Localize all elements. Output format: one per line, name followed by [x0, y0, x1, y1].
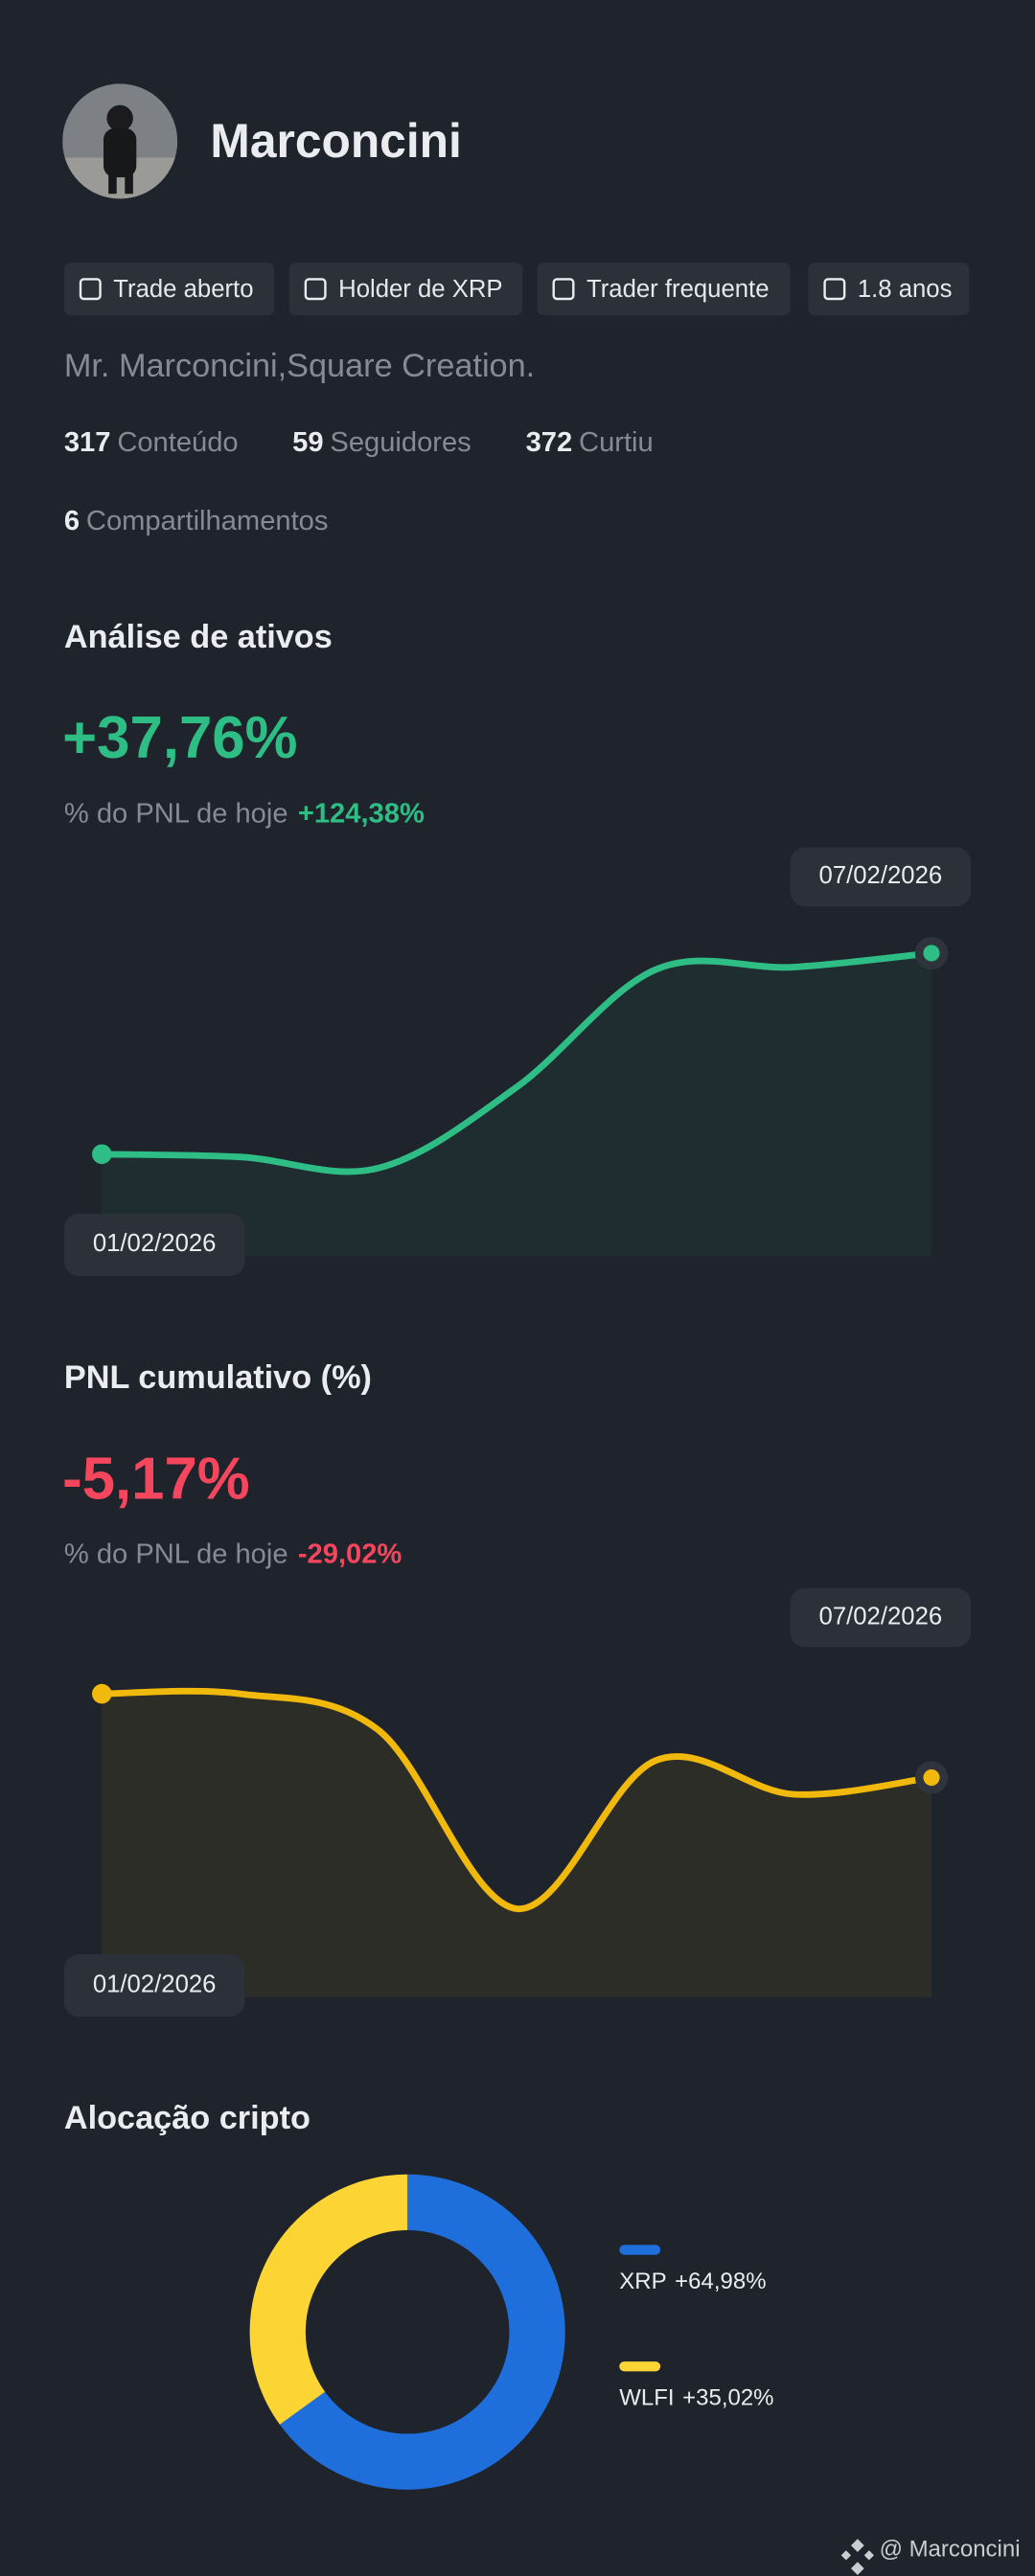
date-box: [790, 1587, 972, 1648]
pnl-note: % do PNL de hoje +124,38%: [64, 798, 425, 829]
tag: Holder de XRP: [288, 262, 523, 316]
tag-box: [63, 262, 275, 316]
stat-value: 59: [292, 427, 323, 458]
tag-icon: [823, 278, 846, 301]
footer-handle: @ Marconcini: [880, 2537, 1021, 2563]
x-tick-label: 07/02/2026: [819, 1603, 943, 1630]
end-point: [923, 1768, 940, 1787]
stat: 59 Seguidores: [292, 427, 472, 458]
tag-label: Holder de XRP: [338, 276, 502, 303]
stat-value: 6: [64, 506, 80, 536]
tag-label: Trader frequente: [586, 276, 770, 303]
bio: Mr. Marconcini,Square Creation.: [64, 348, 535, 384]
section-title: Alocação cripto: [64, 2100, 310, 2136]
pnl-change: +124,38%: [298, 798, 425, 829]
x-tick-label: 01/02/2026: [93, 1230, 217, 1257]
legend-name: WLFI: [619, 2385, 674, 2411]
date-box: [790, 847, 972, 907]
area: [102, 952, 932, 1257]
x-tick-label: 01/02/2026: [93, 1971, 217, 1997]
tag-label: Trade aberto: [113, 276, 253, 303]
line: [98, 949, 935, 1175]
tag-icon: [304, 278, 327, 301]
pnl-note: % do PNL de hoje -29,02%: [64, 1539, 402, 1569]
tag-icon: [79, 278, 102, 301]
date-box: [63, 1953, 245, 2017]
stat-value: 372: [526, 427, 573, 458]
tag: Trader frequente: [537, 262, 791, 316]
pnl-change: -29,02%: [298, 1539, 402, 1569]
section-title: Análise de ativos: [64, 619, 333, 655]
legend-entry: XRP +64,98%: [619, 2268, 766, 2294]
avatar: [62, 83, 178, 199]
footer-logo: [840, 2539, 874, 2575]
legend-swatch: [619, 2245, 661, 2255]
date-box: [63, 1213, 245, 1276]
line: [98, 1687, 935, 1912]
tag-box: [288, 262, 523, 316]
stat-label: Conteúdo: [117, 427, 238, 458]
tag: 1.8 anos: [808, 262, 970, 316]
user-name: Marconcini: [210, 114, 461, 168]
legend-value: +35,02%: [682, 2385, 773, 2411]
legend-entry: WLFI +35,02%: [619, 2385, 773, 2411]
stat-value: 317: [64, 427, 111, 458]
tag-icon: [552, 278, 575, 301]
tag-box: [808, 262, 970, 316]
tag: Trade aberto: [63, 262, 275, 316]
tag-label: 1.8 anos: [858, 276, 953, 303]
stat-label: Seguidores: [330, 427, 471, 458]
stat-label: Compartilhamentos: [86, 506, 329, 536]
area: [102, 1691, 932, 1997]
legend-swatch: [619, 2361, 661, 2372]
stat: 372 Curtiu: [526, 427, 654, 458]
start-point: [92, 1144, 112, 1165]
tag-box: [537, 262, 791, 316]
x-tick-label: 07/02/2026: [819, 862, 943, 889]
stat: 317 Conteúdo: [64, 427, 239, 458]
start-point: [92, 1683, 112, 1704]
headline: -5,17%: [62, 1446, 250, 1512]
pnl-note-label: % do PNL de hoje: [64, 1539, 288, 1569]
pnl-note-label: % do PNL de hoje: [64, 798, 288, 829]
legend-name: XRP: [619, 2268, 666, 2294]
headline: +37,76%: [62, 705, 297, 771]
stat: 6 Compartilhamentos: [64, 506, 329, 536]
section-title: PNL cumulativo (%): [64, 1359, 372, 1396]
stat-label: Curtiu: [579, 427, 654, 458]
donut-segment: [249, 2174, 565, 2490]
legend-value: +64,98%: [675, 2268, 766, 2294]
end-point: [923, 945, 940, 962]
